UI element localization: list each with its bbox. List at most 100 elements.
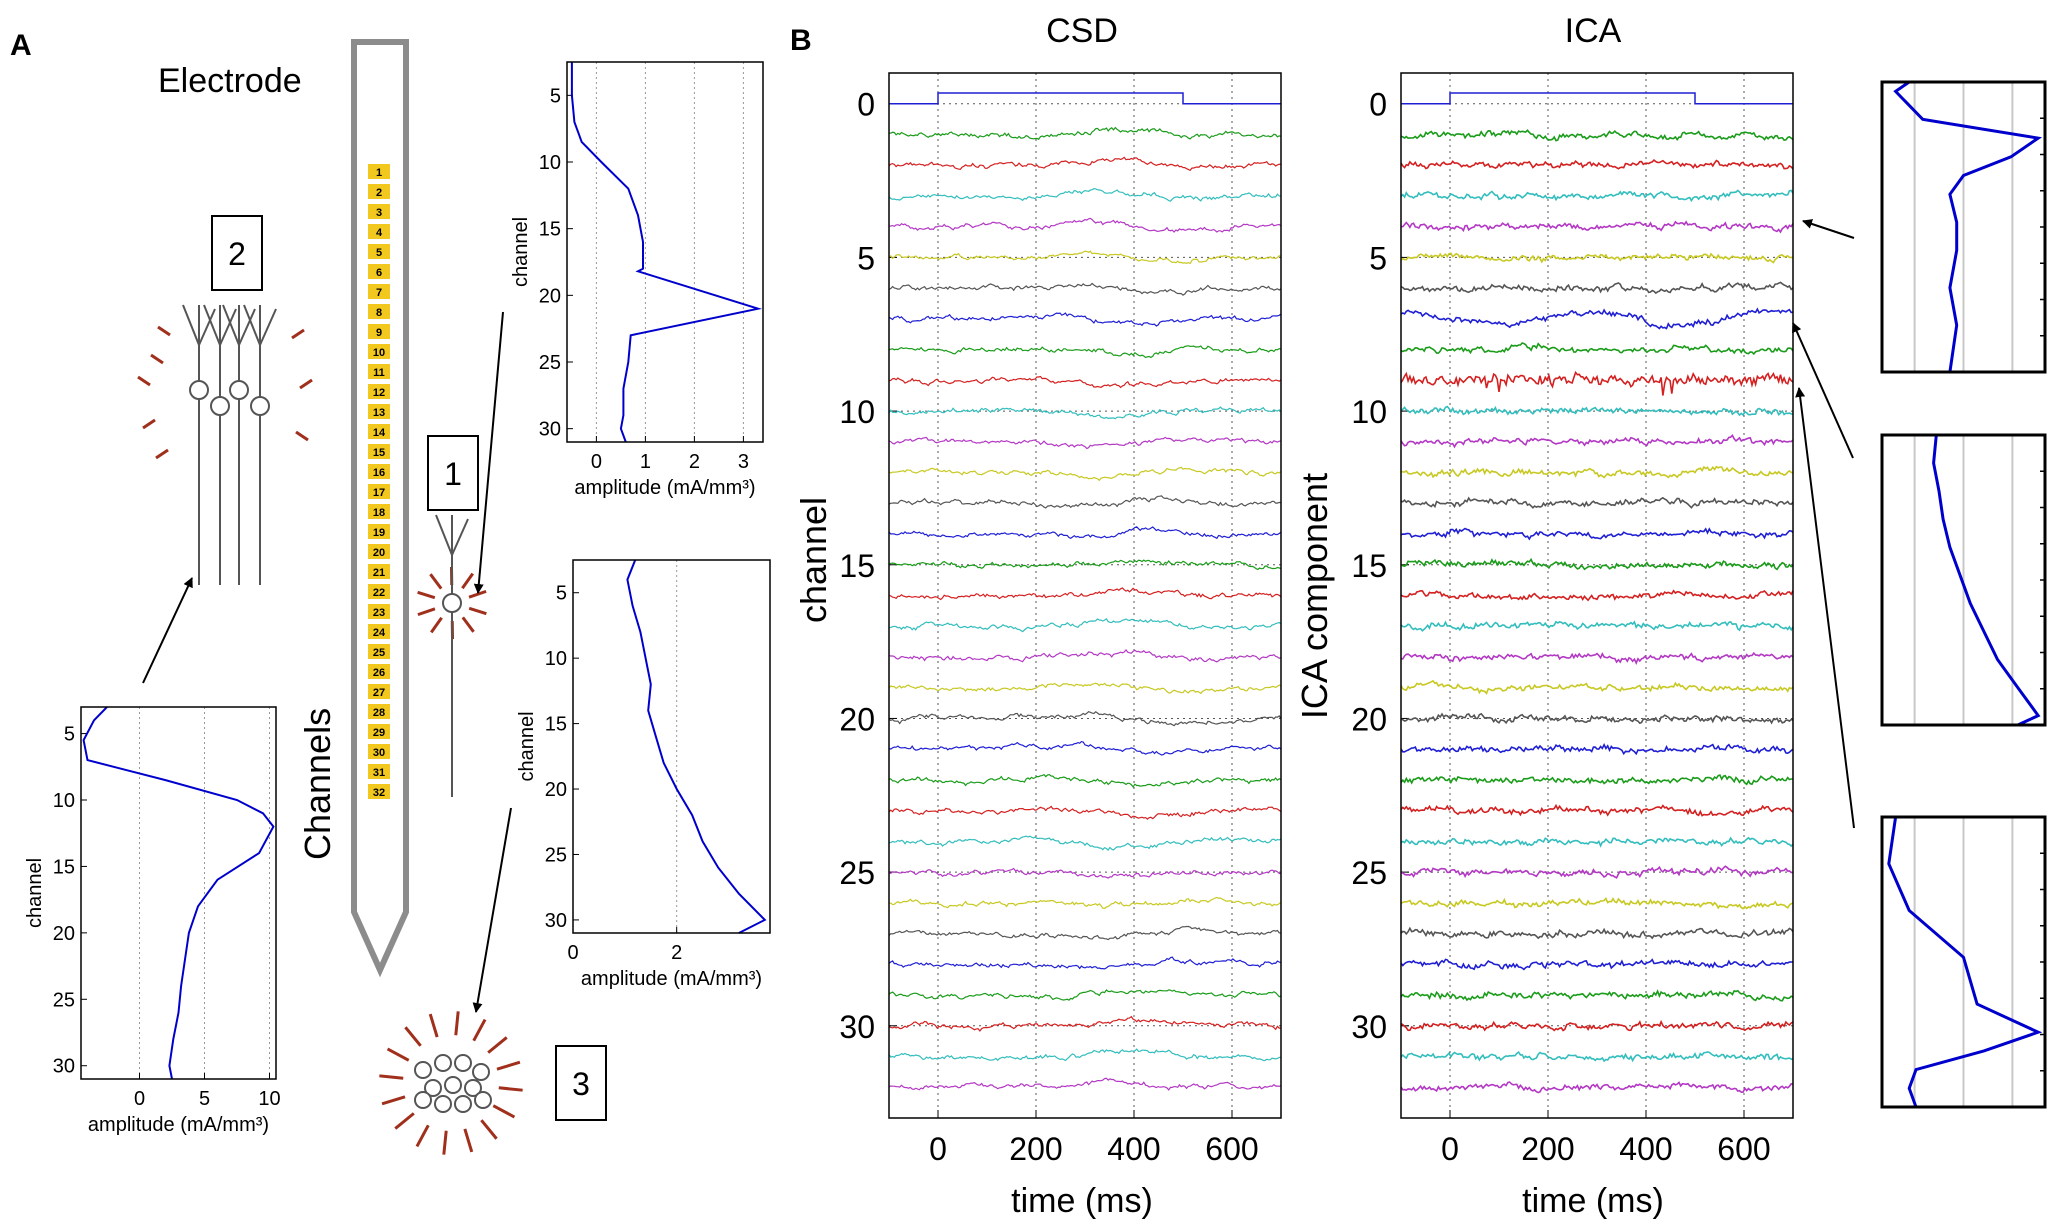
loading-line [1932, 434, 2041, 727]
y-tick-label: 15 [545, 714, 567, 736]
channel-pad [368, 564, 390, 579]
x-tick-label: 10 [258, 1088, 280, 1110]
trace-16 [1400, 589, 1794, 602]
x-tick-label: 400 [1107, 1131, 1160, 1167]
channel-pad [368, 684, 390, 699]
channel-number: 25 [373, 647, 385, 659]
csd-ylabel: channel [793, 497, 834, 623]
soma [442, 593, 462, 613]
y-tick-label: 5 [1369, 240, 1387, 276]
channel-pad [368, 184, 390, 199]
profile-line [82, 706, 275, 1080]
arrow-loading4-to-component [1802, 219, 1855, 239]
arrow-loading7-to-component [1792, 322, 1854, 459]
neuron-group-2 [137, 304, 313, 585]
trace-2 [888, 156, 1282, 172]
channel-pad [368, 724, 390, 739]
y-tick-label: 25 [839, 855, 875, 891]
plot-frame [888, 72, 1282, 1119]
activity-ray [429, 573, 443, 590]
y-tick-label: 15 [539, 219, 561, 241]
channel-number: 27 [373, 687, 385, 699]
channel-number: 16 [373, 467, 385, 479]
channel-number: 28 [373, 707, 385, 719]
trace-31 [888, 1048, 1282, 1062]
channel-pad [368, 704, 390, 719]
soma [434, 1095, 452, 1113]
trace-7 [888, 312, 1282, 327]
ica-title: ICA [1565, 12, 1622, 50]
activity-ray [461, 616, 475, 633]
trace-14 [888, 526, 1282, 540]
channels-label: Channels [297, 708, 338, 860]
trace-10 [1400, 405, 1794, 417]
y-tick-label: 5 [857, 240, 875, 276]
channel-number: 30 [373, 747, 385, 759]
activity-ray [463, 1128, 474, 1153]
trace-22 [1400, 774, 1793, 786]
trace-20 [888, 711, 1282, 727]
channel-number: 1 [376, 167, 382, 179]
x-tick-label: 2 [689, 451, 700, 473]
channel-pad [368, 364, 390, 379]
neuron-cluster-3 [379, 1011, 523, 1155]
y-tick-label: 15 [839, 548, 875, 584]
trace-17 [888, 617, 1282, 633]
soma [250, 396, 270, 416]
y-tick-label: 10 [839, 394, 875, 430]
trace-17 [1400, 620, 1794, 632]
panel-label-a: A [10, 29, 32, 62]
x-tick-label: 3 [738, 451, 749, 473]
x-tick-label: 2 [671, 942, 682, 964]
channel-pad [368, 404, 390, 419]
activity-ray [428, 1013, 439, 1038]
activity-ray [291, 328, 305, 340]
soma [414, 1091, 432, 1109]
neuron-1 [417, 514, 487, 797]
y-tick-label: 10 [545, 648, 567, 670]
trace-11 [1400, 434, 1794, 449]
trace-19 [888, 682, 1282, 695]
plot-frame [1400, 72, 1794, 1119]
trace-27 [888, 925, 1282, 941]
channel-pad [368, 344, 390, 359]
y-tick-label: 5 [64, 724, 75, 746]
trace-25 [888, 867, 1281, 879]
activity-ray [472, 1018, 487, 1042]
trace-26 [888, 896, 1282, 910]
plot-frame [566, 61, 764, 443]
activity-ray [417, 590, 436, 600]
plot-frame [80, 706, 277, 1080]
channel-pad [368, 784, 390, 799]
trace-8 [1400, 342, 1794, 356]
channel-pad [368, 664, 390, 679]
box-label-1: 1 [444, 456, 462, 492]
soma [454, 1054, 472, 1072]
y-tick-label: 5 [556, 583, 567, 605]
channel-number: 20 [373, 547, 385, 559]
trace-1 [1400, 129, 1794, 142]
y-tick-label: 25 [545, 844, 567, 866]
channel-number: 31 [373, 767, 385, 779]
trace-30 [888, 1015, 1281, 1032]
loading-line [1887, 816, 2043, 1108]
trace-7 [1400, 307, 1794, 330]
trace-21 [888, 740, 1282, 756]
trace-19 [1400, 679, 1794, 695]
dendrite-branch [222, 304, 240, 346]
dendrite-branch [451, 518, 469, 556]
channel-pad [368, 324, 390, 339]
x-axis-label: amplitude (mA/mm³) [581, 968, 762, 990]
trace-2 [1400, 159, 1794, 170]
channel-number: 2 [376, 187, 382, 199]
activity-ray [442, 1130, 448, 1155]
activity-ray [381, 1095, 406, 1106]
trace-25 [1400, 865, 1794, 879]
trace-10 [888, 406, 1282, 420]
channel-pad [368, 284, 390, 299]
activity-ray [430, 616, 443, 634]
y-tick-label: 25 [1351, 855, 1387, 891]
x-tick-label: 0 [929, 1131, 947, 1167]
x-tick-label: 200 [1521, 1131, 1574, 1167]
